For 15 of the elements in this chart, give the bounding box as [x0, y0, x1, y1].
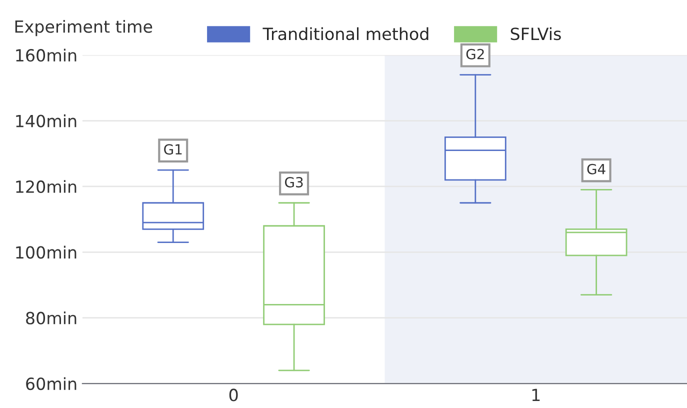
- legend-label: SFLVis: [510, 27, 561, 40]
- y-axis-title: Experiment time: [15, 20, 152, 36]
- x-tick-label: 0: [229, 388, 238, 402]
- annotation: G3: [285, 176, 303, 188]
- annotation: G4: [587, 164, 606, 174]
- annotation: G1: [164, 144, 182, 155]
- y-tick-label: 140min: [16, 114, 76, 128]
- y-tick-label: 160min: [16, 48, 76, 62]
- x-tick-label: 1: [532, 388, 540, 402]
- y-tick-label: 80min: [26, 312, 76, 324]
- legend-label: Tranditional method: [262, 27, 428, 40]
- y-tick-label: 60min: [26, 377, 76, 390]
- y-tick-label: 120min: [16, 180, 76, 194]
- annotation: G2: [466, 48, 484, 60]
- y-tick-label: 100min: [16, 246, 76, 259]
